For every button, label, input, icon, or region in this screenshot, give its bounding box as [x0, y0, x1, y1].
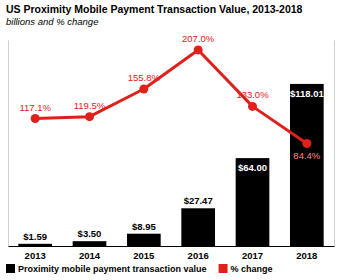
y-axis-line	[8, 41, 9, 247]
x-axis: 2013 2014 2015 2016 2017 2018	[9, 246, 335, 261]
line-label: 155.8%	[128, 72, 161, 83]
legend: Proximity mobile payment transaction val…	[6, 264, 273, 274]
bar-label: $8.95	[132, 221, 156, 232]
x-tick-label: 2014	[79, 250, 101, 261]
chart: US Proximity Mobile Payment Transaction …	[0, 0, 340, 280]
x-tick: 2016	[188, 246, 209, 261]
x-tick-label: 2017	[242, 250, 263, 261]
bar	[181, 208, 215, 246]
bar	[18, 244, 52, 246]
legend-swatch	[219, 264, 228, 273]
line-label: 119.5%	[74, 100, 106, 111]
data-labels: $1.59 $3.50 $8.95 $27.47 $64.00 $118.01 117.1%…	[19, 33, 324, 242]
legend-label: Proximity mobile payment transaction val…	[18, 264, 207, 274]
x-tick-label: 2015	[133, 250, 155, 261]
bar	[290, 84, 324, 246]
bar-label: $3.50	[78, 228, 102, 239]
bar	[236, 158, 270, 246]
line-marker	[31, 114, 40, 123]
bar	[73, 241, 107, 246]
bar-label: $1.59	[23, 231, 47, 242]
y2-axis	[334, 41, 335, 247]
line-label: 133.0%	[236, 89, 269, 100]
line-marker	[85, 112, 94, 121]
line-marker	[248, 102, 257, 111]
line-label: 84.4%	[293, 150, 320, 161]
line-marker	[302, 139, 311, 148]
x-tick: 2015	[133, 246, 155, 261]
bar-label: $64.00	[238, 162, 267, 173]
legend-label: % change	[231, 264, 273, 274]
title: US Proximity Mobile Payment Transaction …	[6, 3, 303, 15]
x-axis-line	[9, 246, 335, 247]
bar-label: $27.47	[184, 195, 213, 206]
x-tick: 2013	[25, 246, 46, 261]
line-marker	[139, 84, 148, 93]
bar	[127, 234, 161, 246]
plot-marks	[18, 45, 323, 246]
x-tick-label: 2018	[296, 250, 317, 261]
x-tick: 2018	[296, 246, 317, 261]
x-tick-label: 2016	[188, 250, 209, 261]
bar-label: $118.01	[290, 88, 325, 99]
line-label: 117.1%	[19, 102, 51, 113]
legend-swatch	[6, 264, 15, 273]
line-label: 207.0%	[182, 33, 215, 44]
line-marker	[194, 45, 203, 54]
line	[35, 50, 307, 144]
y2-axis-line	[334, 41, 335, 247]
x-tick: 2014	[79, 246, 101, 261]
x-tick: 2017	[242, 246, 263, 261]
x-tick-label: 2013	[25, 250, 46, 261]
subtitle: billions and % change	[6, 16, 98, 27]
y-axis	[8, 41, 9, 247]
